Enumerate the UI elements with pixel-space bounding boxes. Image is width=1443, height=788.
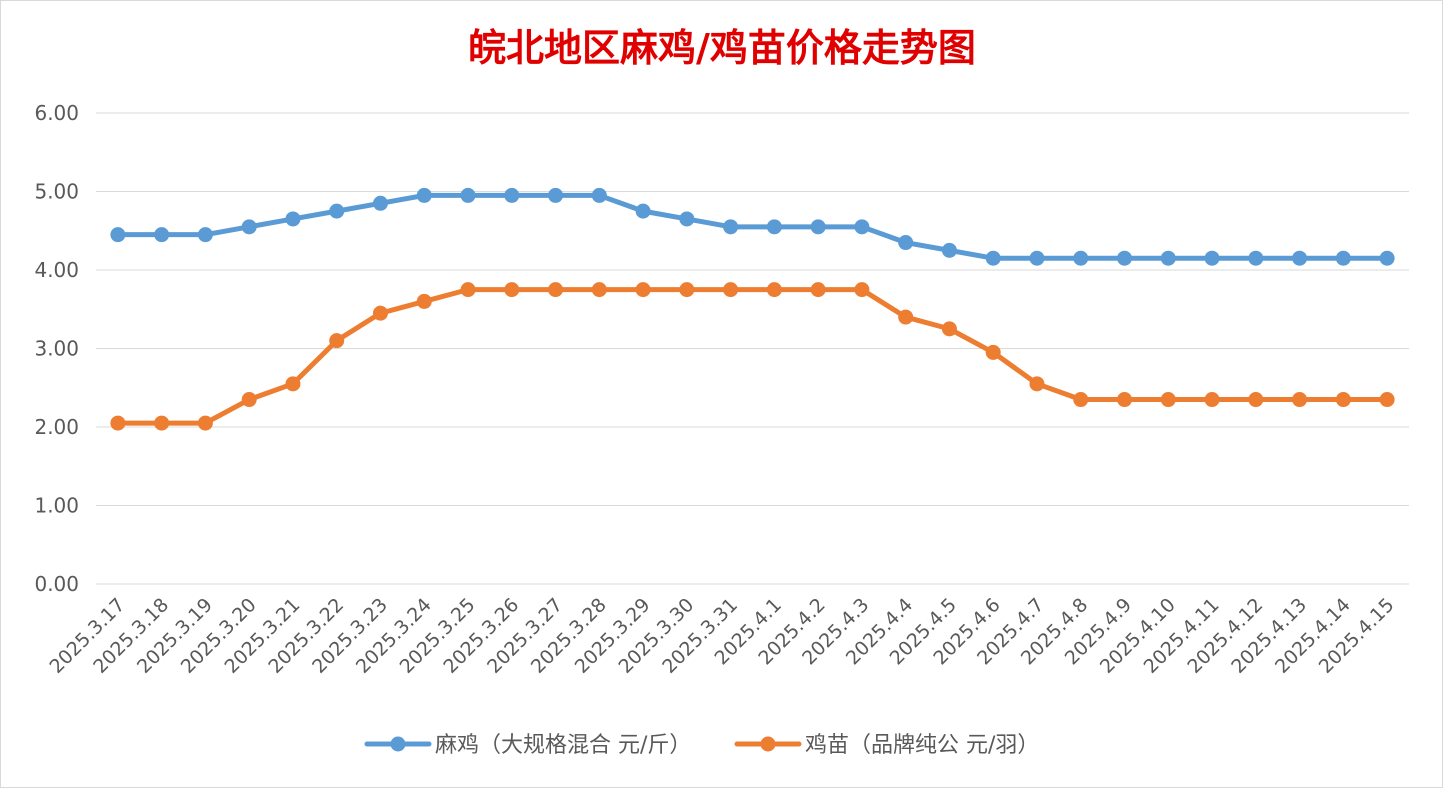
data-point [854, 282, 870, 298]
data-point [723, 282, 739, 298]
data-point [460, 187, 476, 203]
data-point [154, 415, 170, 431]
series-line [115, 192, 1390, 261]
data-point [285, 211, 301, 227]
y-axis: 0.00 1.00 2.00 3.00 4.00 5.00 6.00 [34, 101, 79, 596]
y-tick-label: 1.00 [34, 494, 79, 518]
data-point [285, 376, 301, 392]
legend-label: 鸡苗（品牌纯公 元/羽） [805, 733, 1039, 758]
data-point [810, 219, 826, 235]
data-point [1204, 250, 1220, 266]
data-point [810, 282, 826, 298]
data-point [679, 282, 695, 298]
chart-title: 皖北地区麻鸡/鸡苗价格走势图 [468, 25, 976, 70]
data-point [329, 203, 345, 219]
data-point [1248, 250, 1264, 266]
data-point [416, 187, 432, 203]
y-tick-label: 5.00 [34, 180, 79, 204]
data-point [1160, 392, 1176, 408]
gridlines [96, 112, 1409, 585]
y-tick-label: 3.00 [34, 337, 79, 361]
series-2 [110, 282, 1395, 431]
data-point [635, 203, 651, 219]
data-point [548, 187, 564, 203]
data-point [416, 293, 432, 309]
data-point [1117, 392, 1133, 408]
data-point [1029, 376, 1045, 392]
data-point [854, 219, 870, 235]
data-point [460, 282, 476, 298]
legend-item: 鸡苗（品牌纯公 元/羽） [734, 733, 1039, 758]
data-point [1029, 250, 1045, 266]
y-tick-label: 0.00 [34, 572, 79, 596]
data-point [1204, 392, 1220, 408]
x-axis: 2025.3.172025.3.182025.3.192025.3.202025… [45, 594, 1398, 678]
legend-item: 麻鸡（大规格混合 元/斤） [364, 733, 691, 758]
data-point [110, 227, 126, 243]
data-point [941, 321, 957, 337]
legend: 麻鸡（大规格混合 元/斤） 鸡苗（品牌纯公 元/羽） [364, 733, 1039, 758]
data-point [985, 344, 1001, 360]
legend-marker [760, 736, 776, 752]
data-point [591, 187, 607, 203]
data-point [1117, 250, 1133, 266]
series-layer [110, 187, 1395, 431]
data-point [898, 309, 914, 325]
series-1 [110, 187, 1395, 266]
data-point [723, 219, 739, 235]
series-line [115, 287, 1390, 426]
legend-label: 麻鸡（大规格混合 元/斤） [435, 733, 691, 758]
data-point [1160, 250, 1176, 266]
data-point [548, 282, 564, 298]
data-point [1379, 392, 1395, 408]
data-point [1379, 250, 1395, 266]
data-point [197, 415, 213, 431]
data-point [635, 282, 651, 298]
data-point [1073, 392, 1089, 408]
data-point [1292, 392, 1308, 408]
data-point [197, 227, 213, 243]
data-point [766, 282, 782, 298]
data-point [504, 187, 520, 203]
data-point [241, 219, 257, 235]
data-point [985, 250, 1001, 266]
y-tick-label: 2.00 [34, 415, 79, 439]
legend-marker [390, 736, 406, 752]
y-tick-label: 4.00 [34, 258, 79, 282]
y-tick-label: 6.00 [34, 101, 79, 125]
data-point [504, 282, 520, 298]
data-point [241, 392, 257, 408]
data-point [110, 415, 126, 431]
data-point [372, 305, 388, 321]
data-point [1292, 250, 1308, 266]
data-point [1335, 392, 1351, 408]
data-point [941, 242, 957, 258]
data-point [591, 282, 607, 298]
data-point [1248, 392, 1264, 408]
data-point [154, 227, 170, 243]
data-point [679, 211, 695, 227]
data-point [329, 333, 345, 349]
data-point [898, 235, 914, 251]
data-point [1335, 250, 1351, 266]
data-point [766, 219, 782, 235]
data-point [1073, 250, 1089, 266]
data-point [372, 195, 388, 211]
